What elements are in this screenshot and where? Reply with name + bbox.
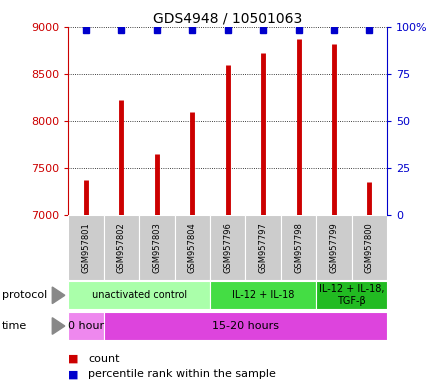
Text: GSM957796: GSM957796 [223, 222, 232, 273]
Text: 0 hour: 0 hour [68, 321, 104, 331]
Text: GSM957800: GSM957800 [365, 222, 374, 273]
Bar [316, 215, 352, 280]
Polygon shape [52, 318, 65, 334]
Text: unactivated control: unactivated control [92, 290, 187, 300]
Text: ■: ■ [68, 354, 79, 364]
Text: IL-12 + IL-18,
TGF-β: IL-12 + IL-18, TGF-β [319, 285, 385, 306]
Bar [281, 215, 316, 280]
Text: count: count [88, 354, 120, 364]
Bar [104, 312, 387, 340]
Text: GSM957799: GSM957799 [330, 222, 338, 273]
Polygon shape [52, 287, 65, 304]
Text: GSM957801: GSM957801 [81, 222, 91, 273]
Text: GSM957804: GSM957804 [188, 222, 197, 273]
Bar [210, 281, 316, 309]
Bar [68, 281, 210, 309]
Text: percentile rank within the sample: percentile rank within the sample [88, 369, 276, 379]
Bar [175, 215, 210, 280]
Text: GSM957803: GSM957803 [152, 222, 161, 273]
Text: protocol: protocol [2, 290, 48, 300]
Bar [68, 215, 104, 280]
Text: GSM957797: GSM957797 [259, 222, 268, 273]
Text: 15-20 hours: 15-20 hours [212, 321, 279, 331]
Text: ■: ■ [68, 369, 79, 379]
Bar [352, 215, 387, 280]
Text: IL-12 + IL-18: IL-12 + IL-18 [232, 290, 294, 300]
Bar [139, 215, 175, 280]
Bar [68, 312, 104, 340]
Bar [104, 215, 139, 280]
Bar [210, 215, 246, 280]
Text: GSM957802: GSM957802 [117, 222, 126, 273]
Title: GDS4948 / 10501063: GDS4948 / 10501063 [153, 12, 302, 26]
Text: time: time [2, 321, 27, 331]
Bar [246, 215, 281, 280]
Text: GSM957798: GSM957798 [294, 222, 303, 273]
Bar [316, 281, 387, 309]
